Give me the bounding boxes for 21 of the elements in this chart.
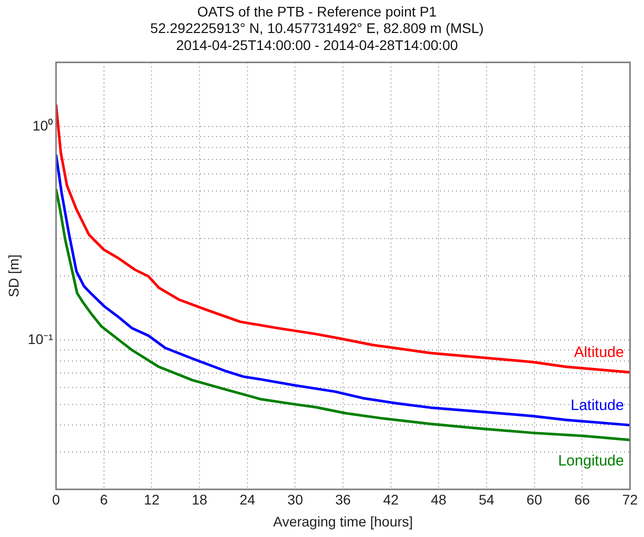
x-tick-label: 54 <box>478 492 495 508</box>
x-tick-label: 72 <box>622 492 638 508</box>
series-label: Longitude <box>558 452 624 470</box>
chart-title: OATS of the PTB - Reference point P1 52.292225913° N, 10.457731492° E, 82.809 m (MSL) 2014-04-25T14:00:00 - 2014-04-28T14:00:00 <box>150 3 484 53</box>
x-tick-label: 66 <box>574 492 590 508</box>
x-tick-label: 0 <box>52 492 60 508</box>
x-tick-label: 48 <box>430 492 447 508</box>
y-tick-label: 10⁰ <box>32 118 54 134</box>
x-tick-label: 60 <box>526 492 542 508</box>
series-label: Altitude <box>574 344 624 361</box>
x-axis-title: Averaging time [hours] <box>273 513 413 530</box>
x-tick-label: 24 <box>240 492 256 508</box>
x-tick-label: 12 <box>144 492 160 508</box>
x-tick-label: 18 <box>192 492 208 508</box>
x-tick-label: 36 <box>335 492 352 508</box>
x-tick-label: 6 <box>100 492 108 508</box>
x-tick-label: 42 <box>383 492 399 508</box>
y-axis-title: SD [m] <box>5 254 22 298</box>
y-tick-label: 10⁻¹ <box>28 331 54 348</box>
series-label: Latitude <box>570 396 624 414</box>
x-tick-label: 30 <box>287 492 304 508</box>
